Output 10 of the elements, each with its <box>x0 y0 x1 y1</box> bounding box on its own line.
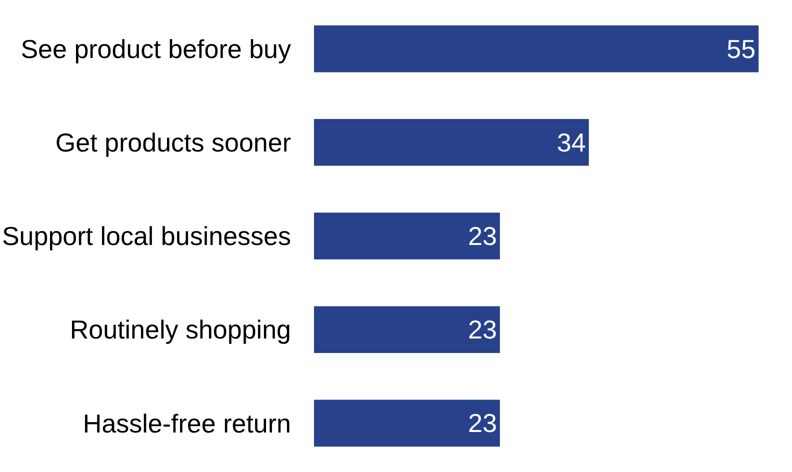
data-label: 23 <box>468 408 497 438</box>
y-tick-label: Routinely shopping <box>70 314 291 345</box>
data-label: 23 <box>468 314 497 345</box>
data-label: 34 <box>556 127 586 158</box>
data-label: 55 <box>726 34 756 64</box>
y-tick-label: Hassle-free return <box>82 408 291 438</box>
y-tick-label: See product before buy <box>20 34 291 64</box>
data-label: 23 <box>468 221 497 251</box>
y-tick-label: Get products sooner <box>55 128 292 158</box>
y-tick-label: Support local businesses <box>2 221 291 252</box>
